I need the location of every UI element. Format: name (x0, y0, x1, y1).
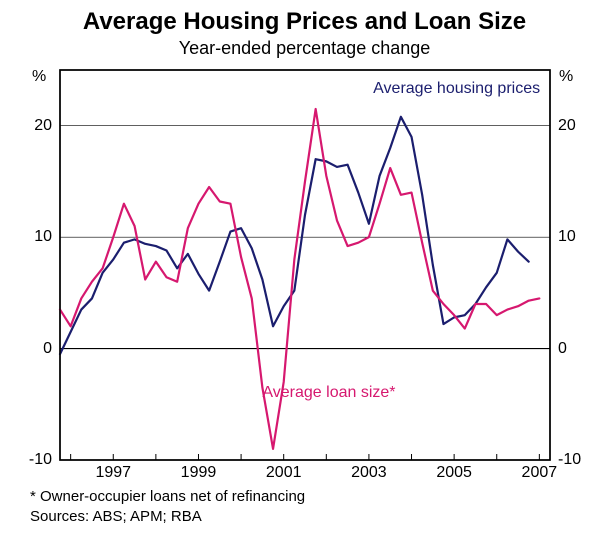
x-tick-label: 1997 (95, 464, 131, 482)
y-tick-label-left: 10 (0, 228, 52, 246)
sources-text: Sources: ABS; APM; RBA (30, 508, 202, 525)
y-tick-label-right: 0 (558, 340, 567, 358)
x-tick-label: 1999 (181, 464, 217, 482)
x-tick-label: 2005 (436, 464, 472, 482)
series-label: Average loan size* (262, 384, 395, 402)
y-axis-unit-right: % (559, 68, 573, 86)
series-label: Average housing prices (373, 80, 540, 98)
y-tick-label-left: 20 (0, 117, 52, 135)
y-tick-label-left: 0 (0, 340, 52, 358)
y-tick-label-right: -10 (558, 451, 581, 469)
x-tick-label: 2007 (522, 464, 558, 482)
y-tick-label-right: 20 (558, 117, 576, 135)
footnote-text: * Owner-occupier loans net of refinancin… (30, 488, 305, 505)
y-axis-unit-left: % (32, 68, 46, 86)
y-tick-label-left: -10 (0, 451, 52, 469)
x-tick-label: 2003 (351, 464, 387, 482)
y-tick-label-right: 10 (558, 228, 576, 246)
x-tick-label: 2001 (266, 464, 302, 482)
